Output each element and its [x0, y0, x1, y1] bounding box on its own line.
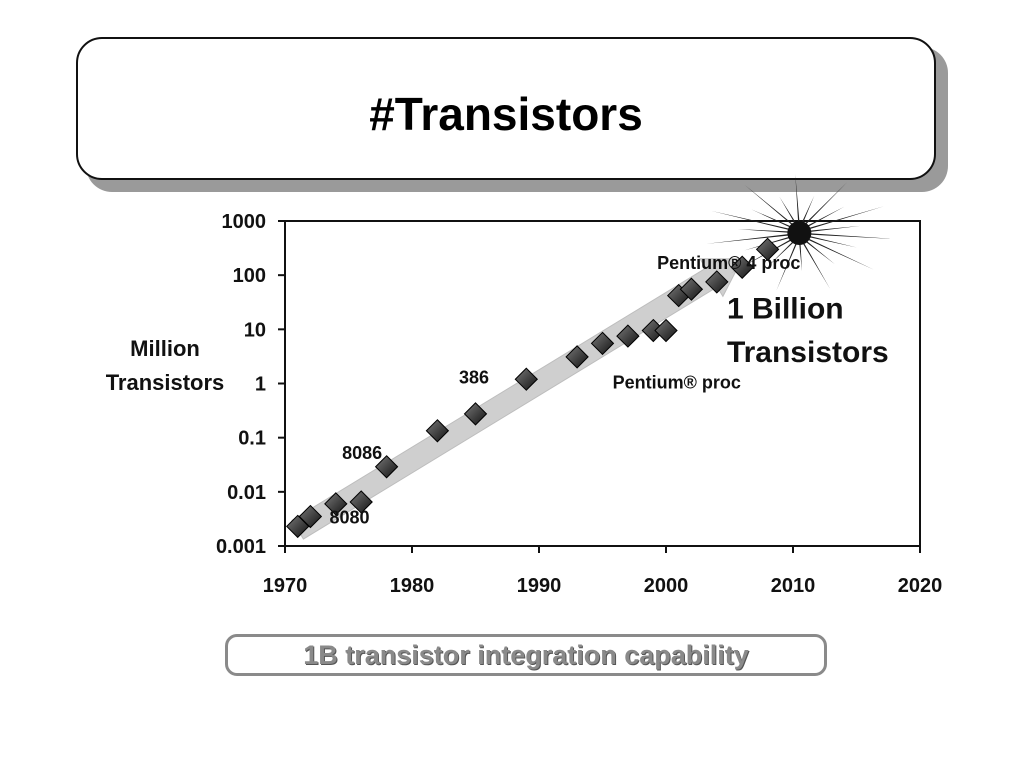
x-tick-label: 2000	[644, 575, 689, 597]
starburst-ray	[737, 229, 792, 233]
x-tick-label: 1990	[517, 575, 562, 597]
data-point	[324, 492, 348, 516]
starburst-ray	[806, 206, 884, 231]
starburst-core	[787, 221, 812, 246]
starburst-ray	[807, 225, 861, 233]
y-tick-label: 100	[233, 265, 266, 287]
starburst-ray	[711, 210, 793, 231]
y-tick-label: 1	[255, 374, 266, 396]
starburst-ray	[750, 209, 794, 229]
starburst-ray	[776, 240, 799, 291]
chart-annotation: Pentium® 4 proc	[657, 253, 800, 273]
starburst-ray	[801, 240, 830, 289]
starburst-ray	[768, 239, 796, 267]
data-point	[349, 490, 373, 514]
starburst-ray	[802, 182, 848, 227]
chart-annotation: 1 Billion	[727, 292, 844, 325]
starburst-ray	[705, 233, 792, 244]
starburst-ray	[800, 195, 815, 226]
starburst-ray	[779, 196, 798, 226]
starburst-ray	[807, 233, 894, 239]
data-point	[654, 318, 678, 343]
y-tick-label: 10	[244, 319, 266, 341]
starburst-ray	[806, 235, 857, 248]
starburst-ray	[803, 239, 836, 265]
starburst	[705, 174, 894, 291]
data-point	[616, 324, 640, 348]
data-point	[755, 237, 780, 262]
x-tick-label: 1980	[390, 575, 435, 597]
data-point	[679, 277, 704, 301]
title-box: #Transistors	[76, 37, 936, 180]
data-point	[298, 504, 323, 529]
x-tick-label: 2010	[771, 575, 816, 597]
y-axis-label-line-2: Transistors	[106, 370, 225, 395]
chart-annotation: 8080	[329, 508, 369, 528]
x-tick-label: 1970	[263, 575, 308, 597]
data-point	[514, 367, 539, 391]
chart-annotation: Pentium® proc	[613, 373, 741, 393]
starburst-ray	[798, 240, 803, 272]
caption-box: 1B transistor integration capability	[225, 634, 827, 676]
y-axis-label-line-1: Million	[130, 336, 200, 361]
data-point	[565, 345, 589, 369]
starburst-ray	[795, 174, 800, 226]
y-tick-label: 1000	[222, 211, 267, 233]
x-tick-label: 2020	[898, 575, 943, 597]
data-point	[705, 270, 729, 294]
data-point	[374, 455, 399, 479]
data-point	[463, 402, 488, 426]
y-tick-label: 0.001	[216, 536, 266, 558]
chart-annotation: 8086	[342, 443, 382, 463]
starburst-ray	[805, 237, 874, 270]
starburst-ray	[744, 184, 796, 227]
chart-annotation: 386	[459, 368, 489, 388]
chart-annotation: Transistors	[727, 336, 889, 369]
data-point	[730, 255, 754, 279]
slide-title: #Transistors	[369, 88, 643, 140]
data-point	[590, 331, 615, 356]
plot-area	[284, 220, 921, 547]
y-tick-label: 0.01	[227, 482, 266, 504]
starburst-ray	[804, 206, 845, 229]
y-tick-label: 0.1	[238, 428, 266, 450]
data-point	[425, 419, 450, 443]
